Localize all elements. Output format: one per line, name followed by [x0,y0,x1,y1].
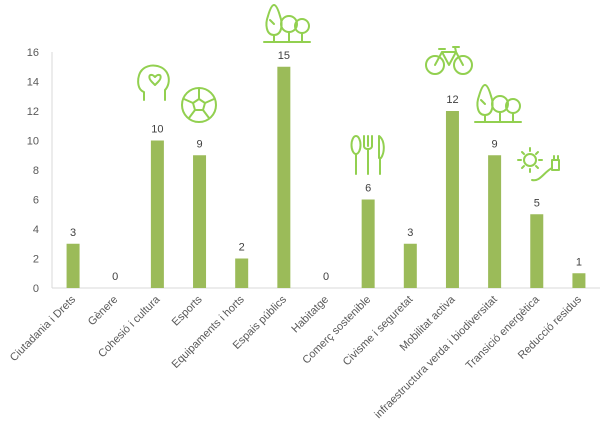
bars [66,66,586,288]
trees-icon [263,4,311,43]
x-tick-label: Transició energètica [464,293,543,372]
data-label: 3 [70,227,76,239]
x-tick-label: Habitatge [289,294,331,336]
data-label: 2 [239,242,245,254]
x-tick-label: Esports [170,293,205,328]
trees-icon [474,84,522,123]
x-tick-label: Equipaments i horts [170,293,248,371]
data-label: 5 [534,197,540,209]
y-tick-label: 8 [33,165,39,177]
bar [530,214,544,288]
bar [235,258,249,288]
data-label: 9 [196,138,202,150]
y-tick-label: 10 [27,136,39,148]
y-tick-label: 14 [27,77,39,89]
y-tick-label: 0 [33,283,39,295]
bar [403,243,417,288]
x-tick-label: Gènere [86,294,120,328]
y-tick-label: 12 [27,106,39,118]
data-label: 0 [112,271,118,283]
y-tick-label: 2 [33,254,39,266]
y-tick-label: 6 [33,195,39,207]
x-tick-label: Civisme i seguretat [341,294,416,369]
x-tick-label: Ciutadania i Drets [8,293,79,364]
data-labels: 3 0 10 9 2 15 0 6 3 12 9 5 1 [70,50,582,283]
data-label: 6 [365,183,371,195]
y-tick-labels: 0 2 4 6 8 10 12 14 16 [27,47,39,295]
data-label: 15 [278,50,290,62]
data-label: 10 [151,124,163,136]
bar [66,243,80,288]
bicycle-icon [425,46,473,75]
soccer-ball-icon [181,87,217,123]
bar [572,273,586,288]
data-label: 0 [323,271,329,283]
y-tick-label: 16 [27,47,39,59]
bar [488,155,502,288]
bar [193,155,207,288]
cutlery-icon [350,135,385,175]
data-label: 1 [576,256,582,268]
sun-plug-icon [517,147,560,182]
bar [277,66,291,288]
head-heart-icon [137,64,170,101]
data-label: 12 [446,94,458,106]
bar [361,199,375,288]
data-label: 9 [492,138,498,150]
bar [150,140,164,288]
y-tick-label: 4 [33,224,39,236]
bar [445,111,459,288]
data-label: 3 [407,227,413,239]
